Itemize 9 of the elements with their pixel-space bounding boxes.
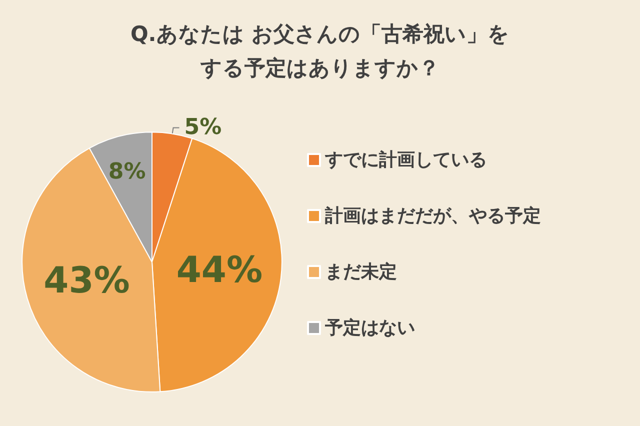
data-label: 5% (184, 115, 222, 140)
data-label: 44% (176, 250, 263, 292)
data-label: 43% (44, 260, 130, 302)
legend-label: 計画はまだだが、やる予定 (324, 206, 541, 226)
legend-label: まだ未定 (325, 262, 397, 282)
legend-label: 予定はない (324, 318, 415, 338)
chart-title: Q.あなたは お父さんの「古希祝い」をする予定はありますか？ (130, 22, 510, 80)
legend-label: すでに計画している (324, 150, 487, 170)
data-label: 8% (108, 160, 146, 185)
